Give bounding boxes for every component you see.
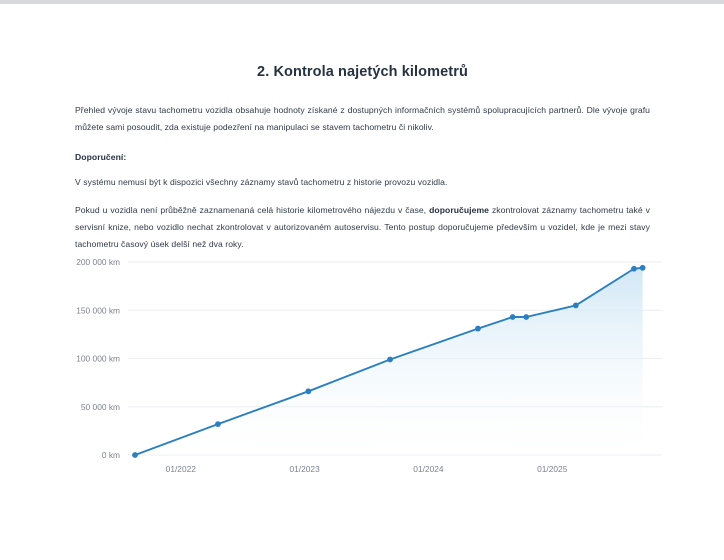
document-content: 2. Kontrola najetých kilometrů Přehled v… [75,64,650,265]
recommendation-paragraph: Pokud u vozidla není průběžně zaznamenan… [75,202,650,253]
x-axis-tick-label: 01/2025 [537,464,568,474]
chart-data-point[interactable]: 155 000 km [572,302,579,309]
recommendation-label: Doporučení: [75,152,127,162]
chart-data-point[interactable]: 66 000 km [305,388,312,395]
availability-paragraph: V systému nemusí být k dispozici všechny… [75,177,448,187]
chart-data-points[interactable]: 0 km 32 000 km 66 000 km 99 000 km 131 000 k… [132,264,646,458]
chart-y-axis-labels: 200 000 km 150 000 km 100 000 km 50 000 km 0… [76,257,120,460]
recommendation-emphasis: doporučujeme [429,205,490,215]
recommendation-text-part2: zkontrolovat záznamy tachometru také v s… [75,205,651,249]
x-axis-tick-label: 01/2024 [413,464,444,474]
chart-data-point[interactable]: 193 000 km [631,265,637,272]
odometer-chart: 200 000 km 150 000 km 100 000 km 50 000 km 0… [0,252,724,482]
odometer-chart-svg: 200 000 km 150 000 km 100 000 km 50 000 km 0… [76,257,662,474]
chart-data-point[interactable]: 32 000 km [215,421,221,428]
page-title: 2. Kontrola najetých kilometrů [257,64,468,80]
x-axis-tick-label: 01/2023 [289,464,320,474]
y-axis-tick-label: 150 000 km [76,305,120,315]
chart-data-point[interactable]: 131 000 km [475,325,481,332]
chart-data-point[interactable]: 143 000 km [509,314,516,320]
chart-data-point[interactable]: 0 km [132,452,138,458]
page-top-edge [0,0,724,4]
chart-data-point[interactable]: 99 000 km [387,356,393,363]
chart-line-path [134,266,644,456]
y-axis-tick-label: 0 km [102,450,120,460]
y-axis-tick-label: 200 000 km [76,257,120,267]
x-axis-tick-label: 01/2022 [166,464,197,474]
document-page: 2. Kontrola najetých kilometrů Přehled v… [0,4,724,560]
recommendation-text-part1: Pokud u vozidla není průběžně zaznamenan… [75,205,430,215]
chart-data-point[interactable]: 194 000 km [639,264,646,271]
chart-x-axis-labels: 01/2022 01/2023 01/2024 01/2025 [166,464,568,474]
y-axis-tick-label: 100 000 km [76,354,120,364]
chart-line [134,266,644,456]
y-axis-tick-label: 50 000 km [81,402,120,412]
intro-paragraph: Přehled vývoje stavu tachometru vozidla … [75,105,650,132]
chart-data-point[interactable]: 143 000 km [523,314,530,320]
